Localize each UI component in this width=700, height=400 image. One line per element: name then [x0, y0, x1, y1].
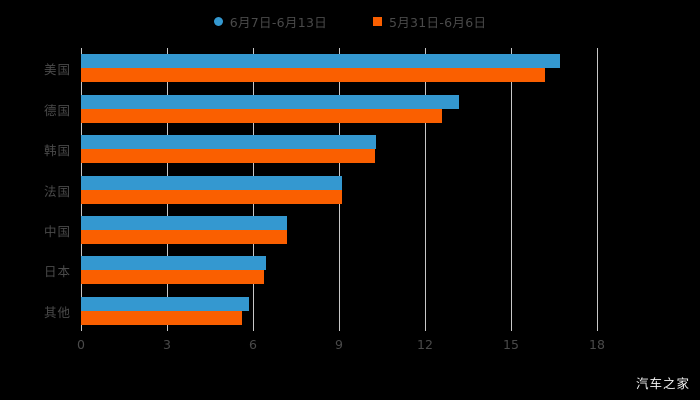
bar[interactable] — [81, 135, 377, 150]
legend-swatch-circle-icon — [213, 16, 223, 26]
y-axis-labels: 美国德国韩国法国中国日本其他 — [0, 48, 71, 331]
y-axis-tick-label: 其他 — [43, 304, 71, 320]
legend-label: 6月7日-6月13日 — [229, 14, 327, 30]
gridline — [511, 48, 512, 331]
y-axis-tick-label: 日本 — [43, 264, 71, 280]
legend-label: 5月31日-6月6日 — [389, 14, 487, 30]
y-axis-tick-label: 美国 — [43, 62, 71, 78]
x-axis-tick-label: 9 — [335, 337, 343, 352]
x-axis-tick-label: 15 — [503, 337, 519, 352]
bar[interactable] — [81, 189, 342, 204]
gridline — [597, 48, 598, 331]
bar[interactable] — [81, 108, 443, 123]
y-axis-tick-label: 中国 — [43, 223, 71, 239]
x-axis-tick-label: 18 — [589, 337, 605, 352]
bar[interactable] — [81, 94, 460, 109]
y-axis-tick-label: 德国 — [43, 102, 71, 118]
bar[interactable] — [81, 68, 546, 83]
bar[interactable] — [81, 54, 560, 69]
bar[interactable] — [81, 310, 242, 325]
x-axis-tick-label: 6 — [249, 337, 257, 352]
watermark-label: 汽车之家 — [635, 376, 690, 391]
bar[interactable] — [81, 270, 265, 285]
legend-swatch-square-icon — [373, 16, 382, 26]
x-axis-tick-label: 3 — [163, 337, 171, 352]
gridline — [425, 48, 426, 331]
y-axis-tick-label: 韩国 — [43, 143, 71, 159]
x-axis-tick-label: 0 — [77, 337, 85, 352]
legend-entry[interactable]: 6月7日-6月13日 — [213, 12, 327, 31]
plot-area — [81, 48, 598, 331]
bar[interactable] — [81, 229, 288, 244]
chart-legend: 6月7日-6月13日 5月31日-6月6日 — [0, 10, 700, 32]
bar[interactable] — [81, 149, 375, 164]
bar[interactable] — [81, 296, 249, 311]
bar[interactable] — [81, 215, 288, 230]
bar[interactable] — [81, 175, 342, 190]
bar[interactable] — [81, 256, 266, 271]
x-axis: 0 3 6 9 12 15 18 — [77, 331, 605, 357]
legend-entry[interactable]: 5月31日-6月6日 — [373, 12, 486, 31]
y-axis-tick-label: 法国 — [43, 183, 71, 199]
x-axis-tick-label: 12 — [417, 337, 433, 352]
